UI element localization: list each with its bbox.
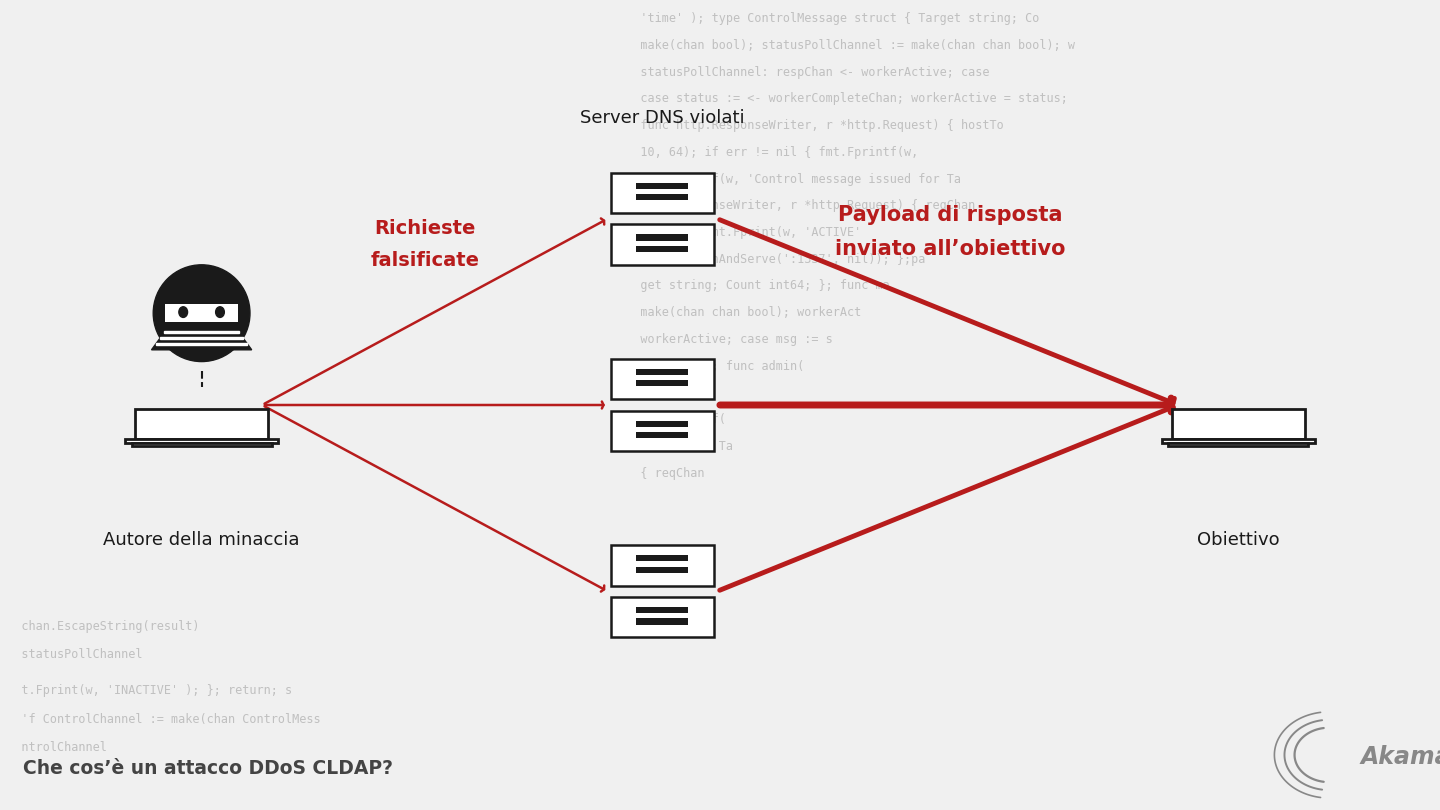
FancyBboxPatch shape: [636, 567, 688, 573]
FancyBboxPatch shape: [1162, 438, 1315, 443]
FancyBboxPatch shape: [636, 183, 688, 189]
Text: statusPollChannel: respChan <- workerActive; case: statusPollChannel: respChan <- workerAct…: [619, 66, 989, 79]
Text: fmt.Fprintf(w, 'Control message issued for Ta: fmt.Fprintf(w, 'Control message issued f…: [619, 173, 962, 185]
Text: falsificate: falsificate: [370, 251, 480, 271]
Text: make(chan chan bool); workerAct: make(chan chan bool); workerAct: [619, 306, 861, 319]
FancyBboxPatch shape: [1172, 409, 1305, 438]
Polygon shape: [151, 326, 252, 350]
Text: workerActive; case msg := s: workerActive; case msg := s: [619, 333, 832, 346]
Text: make(chan bool); statusPollChannel := make(chan chan bool); w: make(chan bool); statusPollChannel := ma…: [619, 39, 1076, 52]
FancyBboxPatch shape: [611, 545, 714, 586]
FancyBboxPatch shape: [611, 411, 714, 451]
FancyBboxPatch shape: [636, 608, 688, 613]
Polygon shape: [160, 337, 243, 339]
Text: Richieste: Richieste: [374, 219, 475, 238]
FancyBboxPatch shape: [611, 224, 714, 265]
FancyBboxPatch shape: [636, 235, 688, 241]
FancyBboxPatch shape: [636, 381, 688, 386]
FancyBboxPatch shape: [166, 304, 238, 322]
FancyBboxPatch shape: [636, 556, 688, 561]
Text: status, }); func admin(: status, }); func admin(: [619, 360, 805, 373]
FancyBboxPatch shape: [636, 421, 688, 427]
Polygon shape: [164, 331, 239, 333]
Text: HostTokens: HostTokens: [619, 386, 711, 399]
Ellipse shape: [153, 265, 251, 361]
Text: 'f ControlChannel := make(chan ControlMess: 'f ControlChannel := make(chan ControlMe…: [0, 713, 321, 726]
Text: case status := <- workerCompleteChan; workerActive = status;: case status := <- workerCompleteChan; wo…: [619, 92, 1068, 105]
FancyBboxPatch shape: [636, 246, 688, 252]
FancyBboxPatch shape: [135, 409, 268, 438]
Ellipse shape: [216, 307, 225, 318]
Text: Obiettivo: Obiettivo: [1197, 531, 1280, 548]
Text: statusPollChannel: statusPollChannel: [0, 648, 143, 661]
Text: func http.ResponseWriter, r *http.Request) { hostTo: func http.ResponseWriter, r *http.Reques…: [619, 119, 1004, 132]
Text: inviato all’obiettivo: inviato all’obiettivo: [835, 239, 1066, 258]
Text: ntrolChannel: ntrolChannel: [0, 741, 107, 754]
FancyBboxPatch shape: [636, 433, 688, 438]
FancyBboxPatch shape: [636, 194, 688, 200]
FancyBboxPatch shape: [131, 443, 272, 446]
FancyBboxPatch shape: [125, 438, 278, 443]
Text: 'time' ); type ControlMessage struct { Target string; Co: 'time' ); type ControlMessage struct { T…: [619, 12, 1040, 25]
Text: chan.EscapeString(result): chan.EscapeString(result): [0, 620, 200, 633]
FancyBboxPatch shape: [611, 359, 714, 399]
Text: http.ListenAndServe(':1337', nil)); };pa: http.ListenAndServe(':1337', nil)); };pa: [619, 253, 926, 266]
FancyBboxPatch shape: [1168, 443, 1309, 446]
FancyBboxPatch shape: [636, 619, 688, 625]
Text: Akamai: Akamai: [1361, 745, 1440, 770]
Text: Che cos’è un attacco DDoS CLDAP?: Che cos’è un attacco DDoS CLDAP?: [23, 759, 393, 778]
Text: result { fmt.Fprint(w, 'ACTIVE': result { fmt.Fprint(w, 'ACTIVE': [619, 226, 861, 239]
Polygon shape: [156, 343, 248, 344]
Text: http.ResponseWriter, r *http.Request) { reqChan: http.ResponseWriter, r *http.Request) { …: [619, 199, 975, 212]
Text: Payload di risposta: Payload di risposta: [838, 205, 1063, 224]
FancyBboxPatch shape: [611, 597, 714, 637]
Text: get string; Count int64; }; func ma: get string; Count int64; }; func ma: [619, 279, 890, 292]
Ellipse shape: [179, 307, 187, 318]
FancyBboxPatch shape: [611, 173, 714, 213]
Text: Autore della minaccia: Autore della minaccia: [104, 531, 300, 548]
Text: Server DNS violati: Server DNS violati: [580, 109, 744, 127]
Text: 10, 64); if err != nil { fmt.Fprintf(w,: 10, 64); if err != nil { fmt.Fprintf(w,: [619, 146, 919, 159]
Text: t.Fprint(w, 'INACTIVE' ); }; return; s: t.Fprint(w, 'INACTIVE' ); }; return; s: [0, 684, 292, 697]
Text: Issued for Ta: Issued for Ta: [619, 440, 733, 453]
Text: fmt.Fprintf(: fmt.Fprintf(: [619, 413, 726, 426]
Text: { reqChan: { reqChan: [619, 467, 704, 480]
FancyBboxPatch shape: [636, 369, 688, 375]
